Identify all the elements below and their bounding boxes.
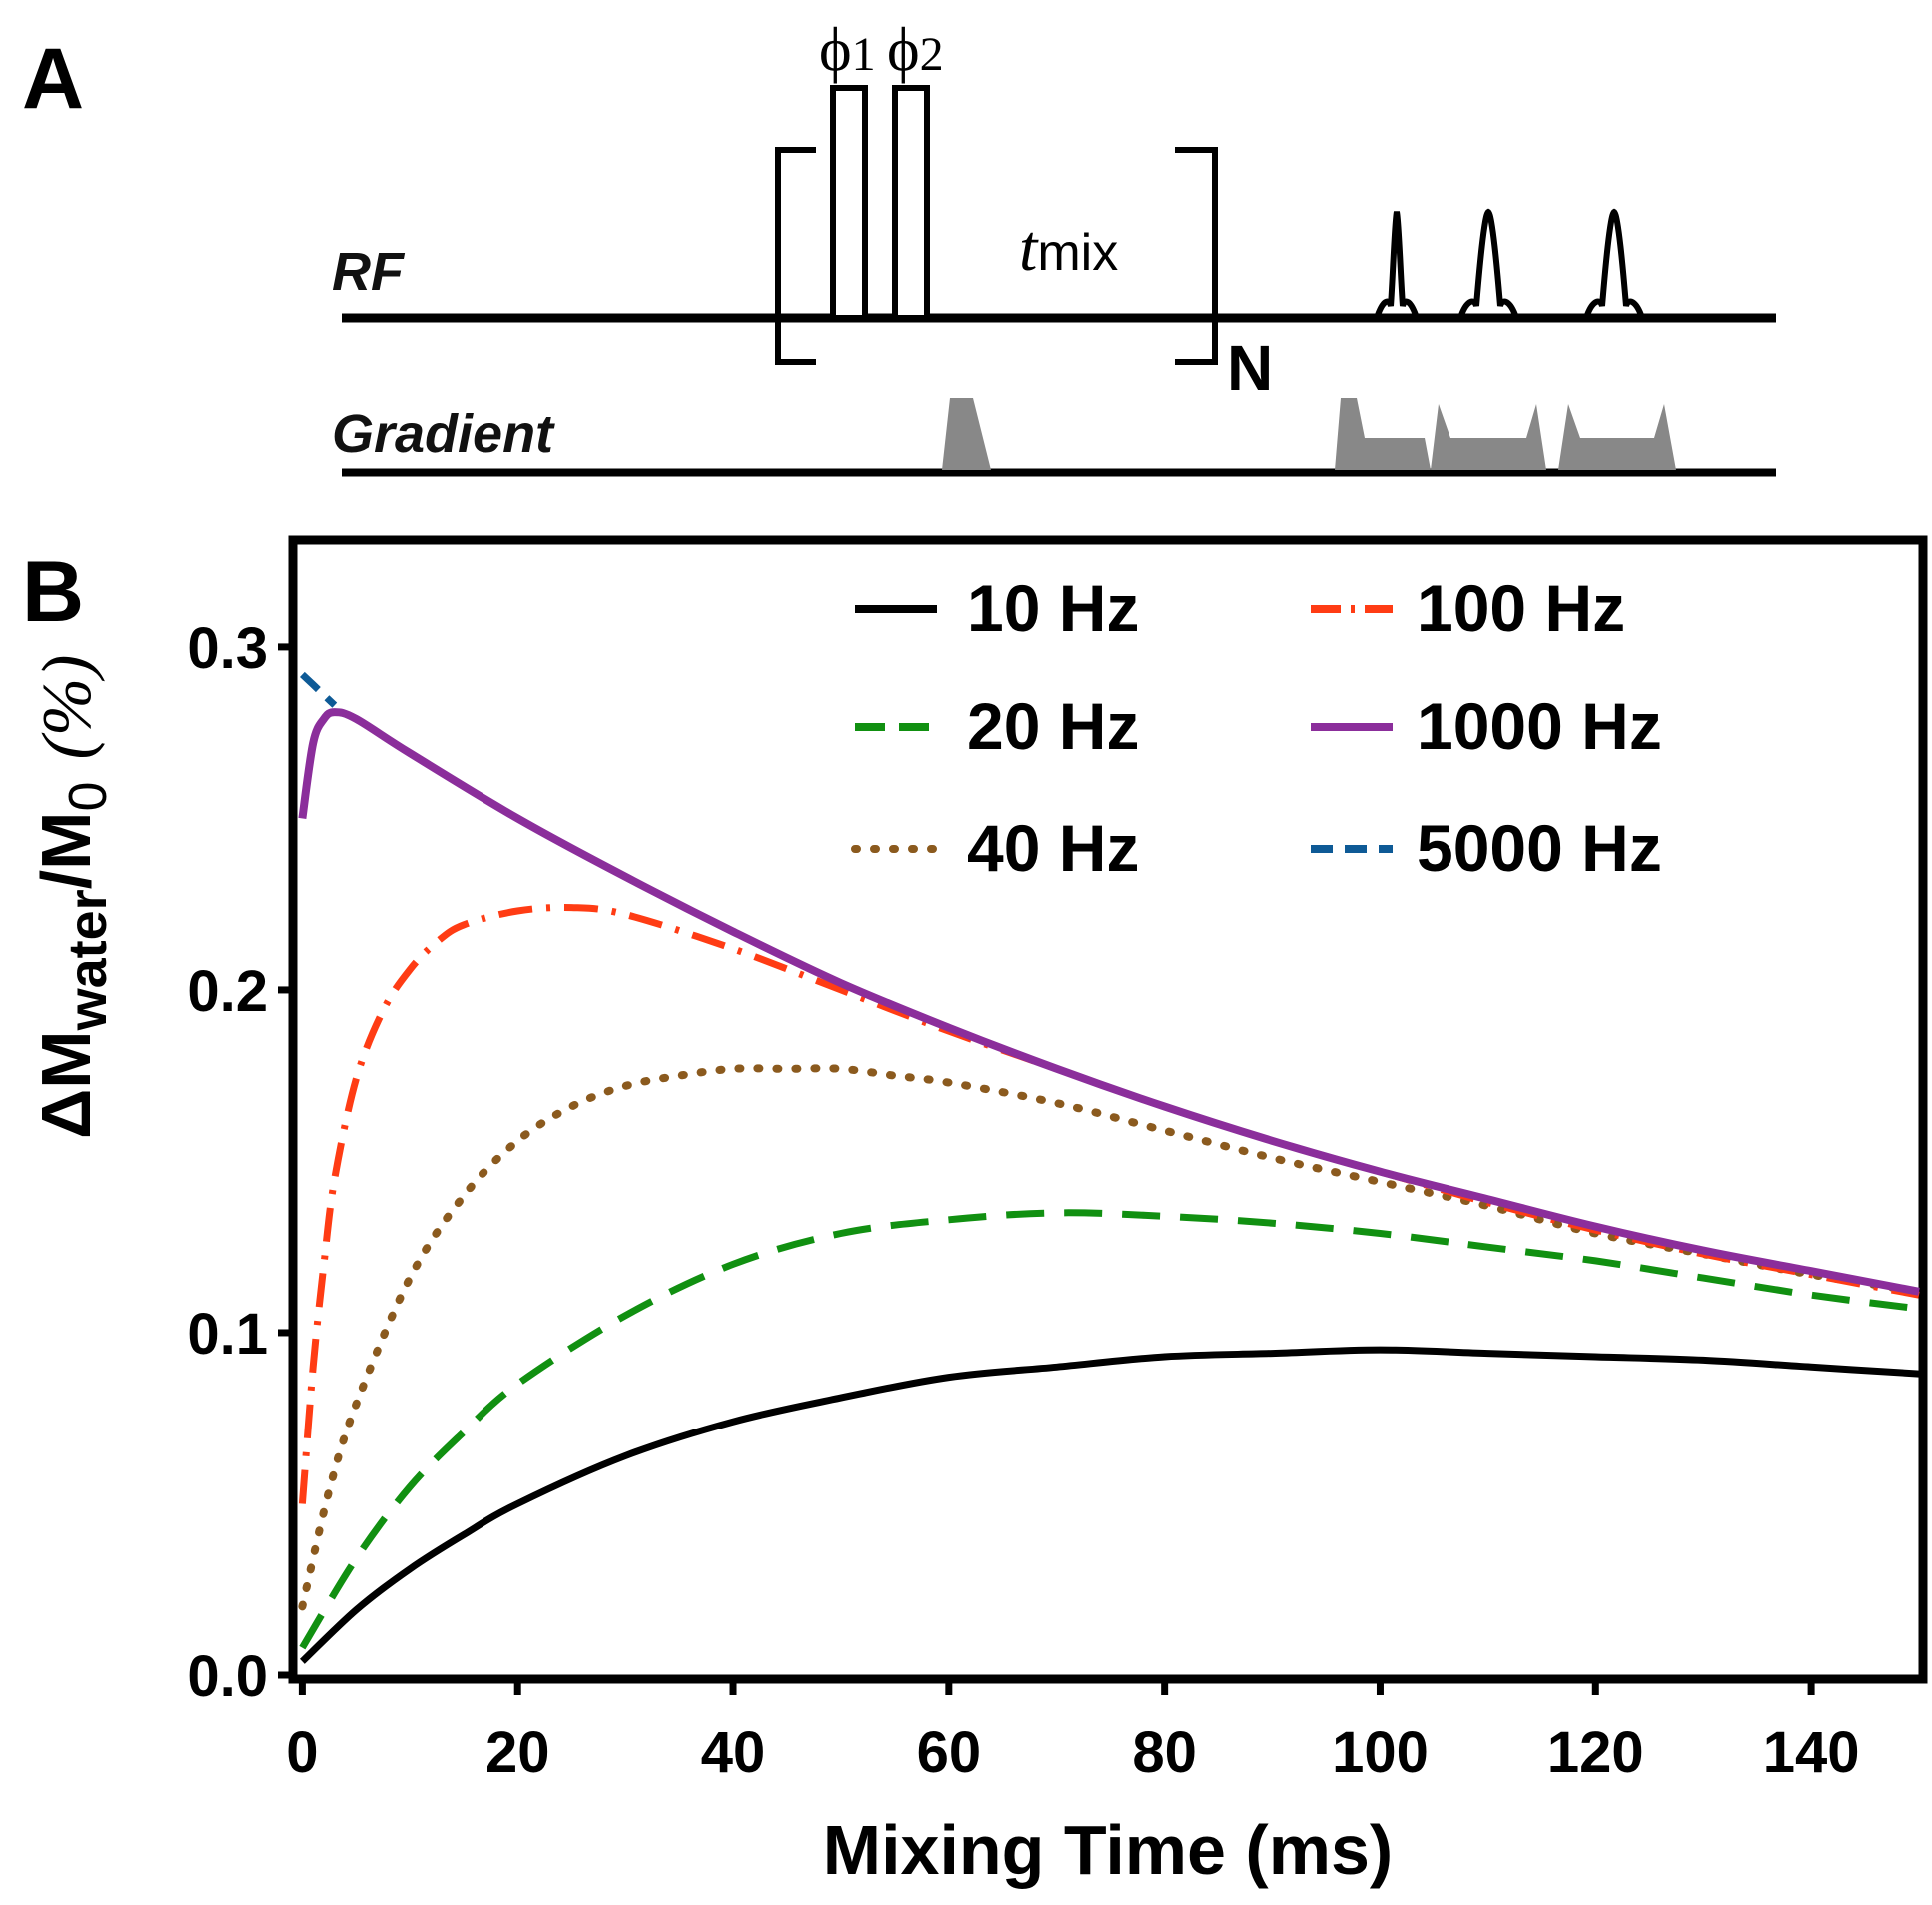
series-line-100-hz <box>298 903 1920 1504</box>
panel-a: A RF Gradient ϕ1 ϕ2 tmix N <box>22 16 1776 477</box>
rf-pulse-phi2 <box>892 85 930 321</box>
y-tick-label: 0.2 <box>187 959 268 1024</box>
legend-label: 1000 Hz <box>1417 689 1662 763</box>
rf-label: RF <box>332 242 406 302</box>
x-tick-label: 40 <box>701 1720 766 1785</box>
rf-shaped-pulse-2 <box>1457 208 1519 320</box>
legend-label: 10 Hz <box>967 571 1139 645</box>
series-layer <box>298 671 1923 1664</box>
y-tick-label: 0.0 <box>187 1644 268 1709</box>
panel-a-label: A <box>22 31 84 127</box>
tmix-label: tmix <box>1019 212 1118 285</box>
series-line-20-hz <box>299 1209 1920 1650</box>
legend-label: 100 Hz <box>1417 571 1625 645</box>
y-axis-title: ΔMwater/M0(%) <box>27 655 118 1139</box>
x-tick-label: 60 <box>917 1720 982 1785</box>
rf-pulse-phi1 <box>830 85 868 321</box>
y-axis: 0.0 0.1 0.2 0.3 <box>187 616 293 1709</box>
gradient-crusher <box>942 398 991 470</box>
legend-label: 5000 Hz <box>1417 811 1662 885</box>
gradient-readout-2 <box>1431 404 1546 470</box>
series-line-40-hz <box>298 1064 1923 1611</box>
phase1-label: ϕ1 <box>819 16 876 84</box>
series-line-5000-hz <box>299 671 338 708</box>
series-line-10-hz <box>299 1346 1920 1664</box>
x-tick-label: 140 <box>1763 1720 1860 1785</box>
phase2-label: ϕ2 <box>887 16 944 84</box>
x-tick-label: 100 <box>1332 1720 1429 1785</box>
right-bracket <box>1175 147 1218 365</box>
legend-label: 20 Hz <box>967 689 1139 763</box>
left-bracket <box>775 147 816 365</box>
x-axis: 0 20 40 60 80 100 120 140 <box>286 1679 1859 1785</box>
x-tick-label: 20 <box>485 1720 550 1785</box>
y-tick-label: 0.3 <box>187 616 268 681</box>
x-axis-title: Mixing Time (ms) <box>823 1811 1393 1889</box>
x-tick-label: 0 <box>286 1720 318 1785</box>
x-tick-label: 80 <box>1132 1720 1197 1785</box>
y-tick-label: 0.1 <box>187 1302 268 1367</box>
legend-label: 40 Hz <box>967 811 1139 885</box>
gradient-readout-1 <box>1335 398 1431 470</box>
panel-b-label: B <box>22 544 84 640</box>
x-tick-label: 120 <box>1547 1720 1644 1785</box>
repeat-count-label: N <box>1227 332 1273 404</box>
plot-frame <box>288 535 1928 1684</box>
gradient-label: Gradient <box>332 404 555 464</box>
rf-shaped-pulse-1 <box>1374 211 1420 319</box>
gradient-readout-3 <box>1558 404 1676 470</box>
series-line-1000-hz <box>298 708 1920 1296</box>
rf-shaped-pulse-3 <box>1583 208 1645 320</box>
legend: 10 Hz 20 Hz 40 Hz 100 Hz 1000 Hz 5000 Hz <box>851 571 1662 885</box>
panel-b: B 0.0 0.1 0.2 0.3 0 20 40 60 80 100 120 140 10 Hz 2… <box>22 535 1928 1889</box>
